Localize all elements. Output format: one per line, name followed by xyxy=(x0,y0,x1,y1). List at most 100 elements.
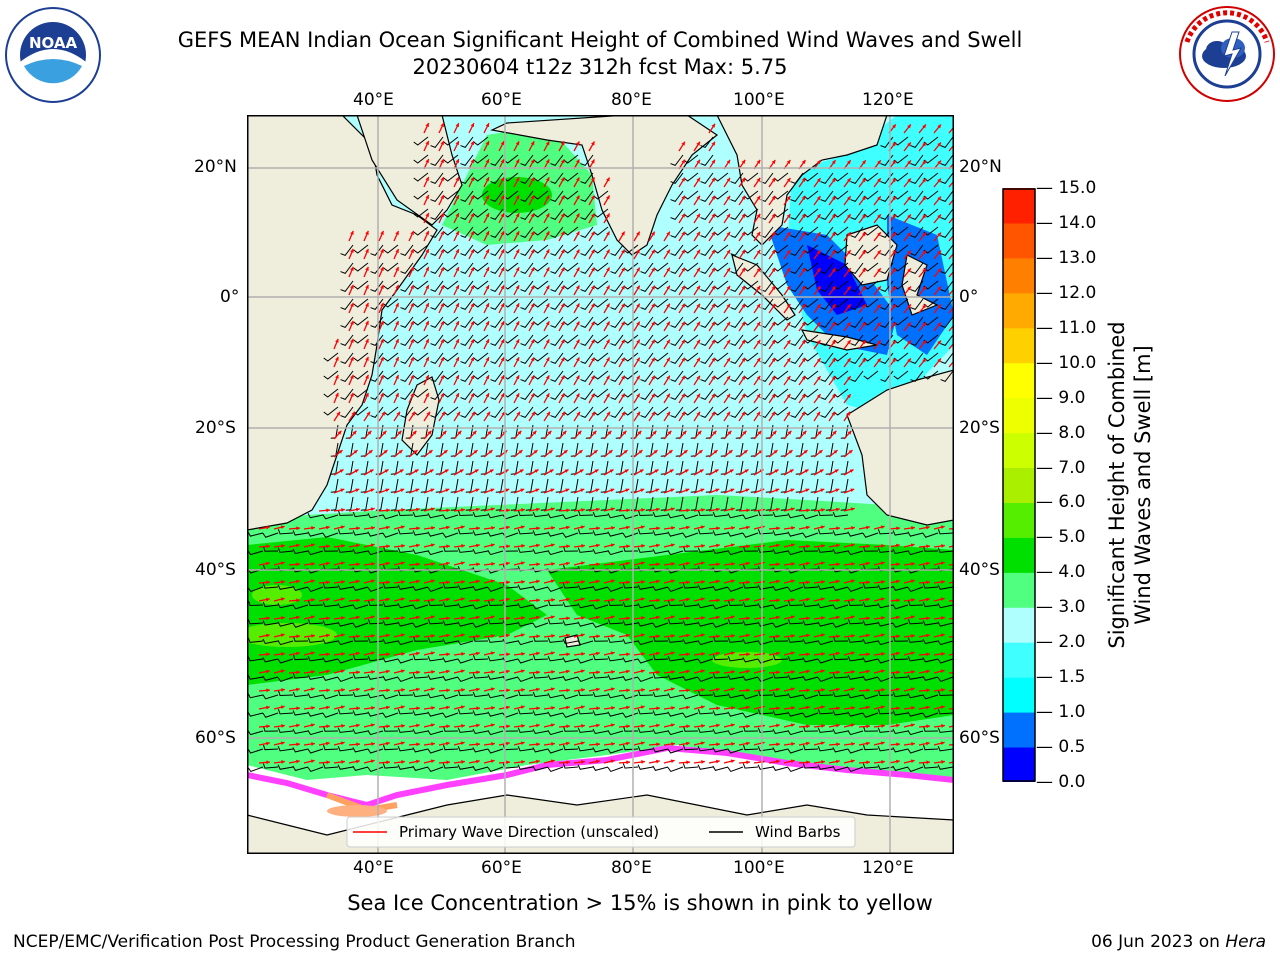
wind-barb xyxy=(922,744,939,751)
wave-direction-arrowhead xyxy=(335,356,339,361)
wave-direction-arrowhead xyxy=(455,141,459,146)
wave-direction-arrowhead xyxy=(831,286,836,291)
wave-direction-arrowhead xyxy=(596,670,600,675)
wind-barb xyxy=(910,280,924,292)
wave-direction-arrowhead xyxy=(626,580,630,585)
wave-direction-arrowhead xyxy=(716,742,720,747)
wind-barb xyxy=(832,622,849,628)
wind-barb xyxy=(652,585,669,591)
wind-barb xyxy=(580,262,594,274)
wind-barb xyxy=(652,511,669,518)
wave-direction-arrowhead xyxy=(686,760,690,765)
wave-direction-arrowhead xyxy=(506,652,510,657)
wind-barb xyxy=(520,172,534,184)
colorbar-tick-label: — 7.0 xyxy=(1036,457,1086,478)
wave-direction-arrowhead xyxy=(911,634,915,638)
wave-direction-arrowhead xyxy=(385,597,390,602)
wind-barb xyxy=(772,622,789,628)
wind-barb xyxy=(397,676,414,683)
wave-direction-arrowhead xyxy=(425,123,429,128)
wind-barb xyxy=(550,172,564,184)
wave-direction-arrowhead xyxy=(937,286,941,291)
wind-barb xyxy=(892,604,909,610)
wave-direction-arrowhead xyxy=(380,302,384,307)
wave-direction-arrowhead xyxy=(562,430,567,435)
wave-direction-arrowhead xyxy=(311,562,315,566)
wind-barb xyxy=(757,584,774,590)
wave-direction-arrowhead xyxy=(545,357,550,362)
wave-direction-arrowhead xyxy=(625,633,630,638)
wave-direction-arrowhead xyxy=(881,724,885,728)
wave-direction-arrowhead xyxy=(606,249,610,254)
wave-direction-arrowhead xyxy=(400,705,405,710)
wind-barb xyxy=(487,711,504,717)
wind-barb xyxy=(367,748,384,754)
wind-barb xyxy=(353,388,369,398)
wave-direction-arrowhead xyxy=(636,267,640,272)
wave-direction-arrowhead xyxy=(696,177,700,182)
graticule xyxy=(247,115,954,854)
wave-direction-arrowhead xyxy=(416,670,420,675)
wave-direction-arrowhead xyxy=(681,303,685,308)
wind-barb xyxy=(862,657,879,663)
wind-barb xyxy=(790,280,804,292)
wind-barb xyxy=(307,531,324,537)
wave-direction-arrowhead xyxy=(325,705,330,710)
lat-tick-left-60s: 60°S xyxy=(195,728,236,748)
wave-direction-arrowhead xyxy=(789,469,794,473)
wind-barb xyxy=(443,136,459,146)
wave-direction-arrowhead xyxy=(786,232,791,236)
wind-barb xyxy=(922,601,939,608)
wind-barb xyxy=(667,748,684,754)
wind-barb xyxy=(697,709,714,715)
wave-direction-arrowhead xyxy=(746,508,750,513)
wave-direction-arrowhead xyxy=(862,358,866,363)
wave-direction-arrowhead xyxy=(476,706,480,711)
wind-barb xyxy=(653,406,669,416)
wind-barb xyxy=(940,244,954,256)
wave-direction-arrowhead xyxy=(804,469,809,473)
wave-direction-arrowhead xyxy=(475,651,480,656)
wind-barb xyxy=(480,496,489,511)
wave-direction-arrowhead xyxy=(445,741,450,746)
wave-direction-arrowhead xyxy=(500,141,505,146)
wave-direction-arrowhead xyxy=(440,141,444,146)
wave-direction-arrowhead xyxy=(756,267,761,272)
wind-barb xyxy=(820,298,834,310)
wave-direction-arrowhead xyxy=(696,141,700,146)
wave-direction-arrowhead xyxy=(370,488,375,493)
wave-direction-arrowhead xyxy=(472,430,477,435)
wave-direction-arrowhead xyxy=(296,634,300,639)
wave-direction-arrowhead xyxy=(696,339,700,344)
wind-barb xyxy=(580,388,594,400)
wind-barb xyxy=(412,673,429,679)
wave-direction-arrowhead xyxy=(790,723,795,728)
wind-barb xyxy=(790,244,804,256)
wind-barb xyxy=(637,746,654,752)
wind-barb xyxy=(382,601,399,608)
wave-direction-arrowhead xyxy=(355,579,360,584)
wave-direction-arrowhead xyxy=(756,159,761,164)
wave-direction-arrowhead xyxy=(535,579,540,584)
wave-direction-arrowhead xyxy=(877,286,881,291)
wave-direction-arrowhead xyxy=(385,669,390,674)
wind-barb xyxy=(790,190,804,202)
wave-direction-arrowhead xyxy=(831,160,836,165)
wave-direction-arrowhead xyxy=(670,759,675,764)
wave-direction-arrowhead xyxy=(892,142,896,147)
wind-barb xyxy=(910,190,924,202)
wave-direction-arrowhead xyxy=(426,411,430,416)
wind-barb xyxy=(472,747,489,753)
wind-barb xyxy=(472,673,489,679)
wave-direction-arrowhead xyxy=(487,430,492,435)
wave-direction-arrowhead xyxy=(801,214,806,219)
wave-direction-arrowhead xyxy=(550,488,555,493)
wind-barb xyxy=(460,208,474,220)
wave-direction-arrowhead xyxy=(786,160,791,164)
wave-direction-arrowhead xyxy=(515,375,520,380)
wind-barb xyxy=(683,388,699,398)
wave-direction-arrowhead xyxy=(681,285,685,290)
wave-direction-arrowhead xyxy=(776,598,780,603)
wave-direction-arrowhead xyxy=(655,488,660,493)
wave-direction-arrowhead xyxy=(625,561,630,566)
